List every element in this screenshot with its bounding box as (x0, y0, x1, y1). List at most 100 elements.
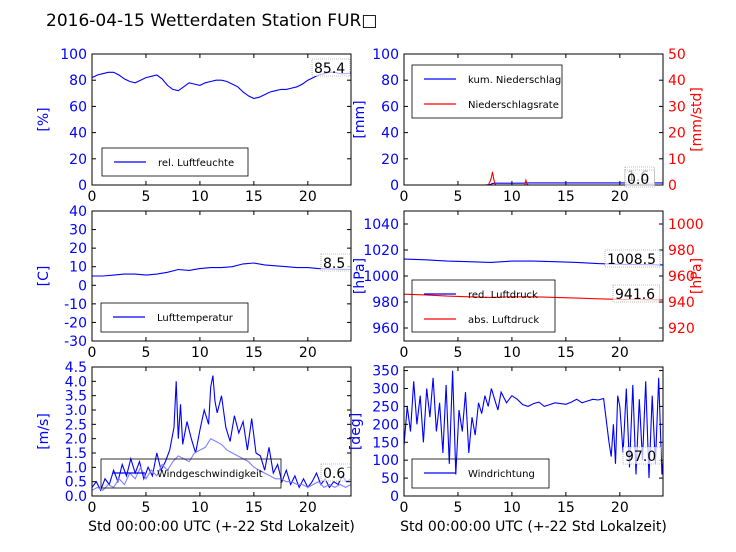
y-axis-label-wind_direction: [deg] (348, 413, 364, 450)
y-tick-label-wind_direction-5: 250 (372, 399, 399, 415)
plot-frame-wind_speed (91, 366, 352, 497)
legend-label-precipitation-1: Niederschlagsrate (468, 100, 559, 111)
x-tick-label-wind_speed-4: 20 (299, 500, 317, 516)
legend-box-pressure (411, 279, 556, 333)
x-tick-label-precipitation-2: 10 (503, 189, 521, 205)
y-tick-label-wind_speed-5: 2.5 (65, 417, 87, 433)
last-value-label-humidity-0: 85.4 (314, 61, 345, 77)
y-tick-label-humidity-4: 80 (69, 73, 87, 89)
chart-temperature: 0 5 10 15 20 -30 -20 -10 0 10 20 30 40 [C] Lufttempera… (36, 204, 352, 361)
y2-tick-label-precipitation-5: 50 (668, 47, 686, 63)
last-value-label-wind_direction-0: 97.0 (625, 449, 656, 465)
x-tick-label-precipitation-0: 0 (400, 189, 409, 205)
legend-box-wind_direction (411, 458, 550, 489)
x-tick-label-temperature-2: 10 (191, 345, 209, 361)
x-tick-label-wind_direction-0: 0 (400, 500, 409, 516)
legend-box-temperature (100, 302, 249, 333)
y-tick-label-pressure-1: 980 (372, 295, 399, 311)
figure-title: 2016-04-15 Wetterdaten Station FUR□ (46, 11, 377, 31)
x-tick-label-pressure-4: 20 (611, 345, 629, 361)
chart-wind_speed: 0 5 10 15 20 0.00.51.01.52.02.53.03.54.04.5 [m… (36, 360, 355, 535)
x-axis-label-wind_speed: Std 00:00:00 UTC (+-22 Std Lokalzeit) (88, 519, 355, 535)
chart-precipitation: 0 5 10 15 20 0 20 40 60 80 100 0 10 20 30 40 50 [mm/std] [… (352, 47, 705, 205)
y-tick-label-wind_direction-7: 350 (372, 364, 399, 380)
series-temperature-0 (92, 262, 352, 277)
last-value-box-humidity-0 (311, 58, 351, 77)
y-tick-label-wind_speed-6: 3.0 (65, 403, 87, 419)
y-tick-label-wind_direction-3: 150 (372, 435, 399, 451)
y2-axis-label-pressure: [hPa] (689, 258, 705, 294)
y-tick-label-humidity-5: 100 (60, 47, 87, 63)
y2-axis-label-precipitation: [mm/std] (689, 87, 705, 152)
y-tick-label-temperature-2: -10 (64, 297, 87, 313)
y-tick-label-pressure-0: 960 (372, 321, 399, 337)
x-tick-label-humidity-1: 5 (141, 189, 150, 205)
y-tick-label-temperature-6: 30 (69, 223, 87, 239)
series-precipitation-1 (404, 171, 663, 186)
y-tick-label-wind_speed-8: 4.0 (65, 374, 87, 390)
y-axis-label-humidity: [%] (36, 107, 52, 131)
legend-label-pressure-1: abs. Luftdruck (468, 315, 539, 326)
y-tick-label-humidity-3: 60 (69, 99, 87, 115)
last-value-box-pressure-1 (612, 284, 660, 303)
y-axis-label-precipitation: [mm] (352, 100, 368, 138)
y-tick-label-precipitation-4: 80 (381, 73, 399, 89)
last-value-box-wind_direction-0 (622, 446, 662, 465)
legend-label-pressure-0: red. Luftdruck (468, 290, 538, 301)
y-tick-label-wind_speed-9: 4.5 (65, 360, 87, 376)
y-tick-label-precipitation-5: 100 (372, 47, 399, 63)
plot-frame-precipitation (403, 53, 664, 186)
y2-tick-label-pressure-1: 940 (668, 295, 695, 311)
series-wind_direction-0 (403, 370, 664, 479)
legend-box-humidity (101, 147, 249, 177)
x-tick-label-wind_direction-4: 20 (611, 500, 629, 516)
y-tick-label-wind_speed-2: 1.0 (65, 460, 87, 476)
y-tick-label-temperature-1: -20 (64, 315, 87, 331)
legend-label-wind_direction-0: Windrichtung (468, 469, 535, 480)
last-value-box-precipitation-1 (624, 169, 655, 188)
x-tick-label-wind_direction-2: 10 (503, 500, 521, 516)
y-tick-label-wind_direction-0: 0 (390, 489, 399, 505)
x-tick-label-wind_speed-3: 15 (245, 500, 263, 516)
last-value-box-temperature-0 (320, 253, 351, 272)
x-tick-label-pressure-1: 5 (453, 345, 462, 361)
last-value-label-temperature-0: 8.5 (323, 256, 345, 272)
y-tick-label-wind_direction-4: 200 (372, 417, 399, 433)
x-tick-label-temperature-3: 15 (245, 345, 263, 361)
series-wind_speed-1 (91, 437, 352, 491)
legend-label-temperature-0: Lufttemperatur (157, 313, 234, 324)
y2-tick-label-precipitation-4: 40 (668, 73, 686, 89)
x-tick-label-pressure-3: 15 (557, 345, 575, 361)
y-tick-label-precipitation-2: 40 (381, 126, 399, 142)
y-tick-label-temperature-4: 10 (69, 260, 87, 276)
y-tick-label-wind_direction-2: 100 (372, 453, 399, 469)
chart-pressure: 0 5 10 15 20 960 980 1000 1020 1040 920 940 960 980 10… (352, 210, 705, 361)
y-tick-label-temperature-5: 20 (69, 241, 87, 257)
x-tick-label-temperature-1: 5 (141, 345, 150, 361)
series-humidity-0 (91, 71, 352, 100)
y-tick-label-wind_speed-4: 2.0 (65, 432, 87, 448)
y2-tick-label-pressure-0: 920 (668, 321, 695, 337)
y-tick-label-pressure-4: 1040 (363, 217, 399, 233)
y-axis-label-wind_speed: [m/s] (36, 413, 52, 450)
y2-tick-label-precipitation-1: 10 (668, 152, 686, 168)
y-axis-label-temperature: [C] (36, 266, 52, 287)
y2-tick-label-precipitation-0: 0 (668, 178, 677, 194)
legend-label-precipitation-0: kum. Niederschlag (468, 75, 561, 86)
last-value-box-wind_speed-0 (320, 463, 351, 482)
x-tick-label-humidity-4: 20 (299, 189, 317, 205)
y2-tick-label-pressure-4: 1000 (668, 217, 704, 233)
y-tick-label-precipitation-1: 20 (381, 152, 399, 168)
legend-box-precipitation (411, 64, 563, 119)
y-tick-label-humidity-2: 40 (69, 126, 87, 142)
y-tick-label-precipitation-3: 60 (381, 99, 399, 115)
x-tick-label-precipitation-1: 5 (453, 189, 462, 205)
x-tick-label-temperature-4: 20 (299, 345, 317, 361)
plot-frame-humidity (91, 53, 352, 186)
y-tick-label-temperature-0: -30 (64, 334, 87, 350)
x-tick-label-pressure-0: 0 (400, 345, 409, 361)
y2-tick-label-pressure-3: 980 (668, 243, 695, 259)
y-tick-label-humidity-0: 0 (78, 178, 87, 194)
